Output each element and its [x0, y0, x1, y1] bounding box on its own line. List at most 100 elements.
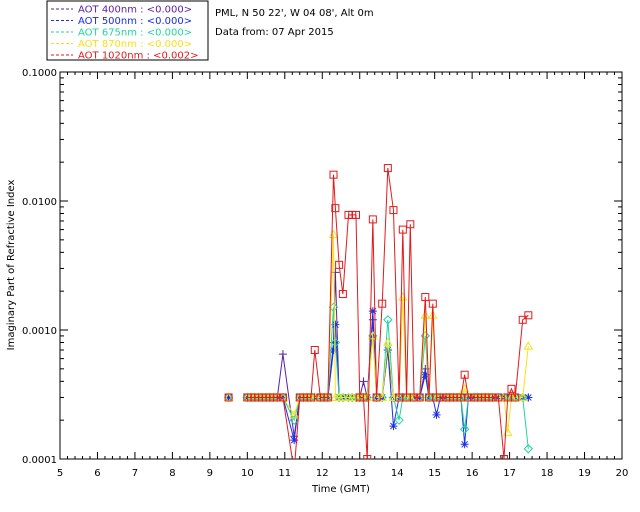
series-line — [247, 307, 529, 449]
x-tick-label: 11 — [278, 468, 291, 479]
data-point — [420, 310, 431, 319]
legend-label: AOT 1020nm : <0.002> — [78, 51, 198, 62]
series-line — [247, 168, 529, 459]
x-tick-label: 8 — [169, 468, 175, 479]
data-point — [460, 370, 469, 379]
data-point — [524, 311, 533, 320]
location-label: PML, N 50 22', W 04 08', Alt 0m — [215, 8, 374, 19]
data-point — [421, 293, 430, 302]
x-tick-label: 19 — [578, 468, 591, 479]
data-point — [517, 392, 528, 401]
data-point — [420, 331, 431, 341]
legend-entry: AOT 500nm : <0.000> — [51, 16, 192, 27]
series-5 — [224, 164, 533, 459]
date-label: Data from: 07 Apr 2015 — [215, 27, 334, 38]
y-axis-title: Imaginary Part of Refractive Index — [6, 180, 17, 351]
data-point — [351, 210, 360, 219]
data-point — [310, 345, 319, 354]
data-point — [224, 393, 233, 402]
data-point — [507, 384, 516, 393]
data-point — [406, 220, 415, 229]
data-point — [368, 215, 377, 224]
data-point — [330, 337, 341, 348]
data-point — [510, 392, 521, 401]
data-point — [518, 392, 528, 403]
data-point — [278, 393, 287, 402]
data-point — [511, 393, 520, 402]
legend-label: AOT 400nm : <0.000> — [78, 5, 192, 16]
y-tick-label: 0.1000 — [22, 68, 57, 79]
data-point — [398, 225, 407, 234]
data-point — [359, 393, 368, 402]
y-tick-label: 0.0001 — [22, 455, 57, 466]
data-point — [421, 370, 430, 379]
x-axis: 5 6 7 8 9 10 11 12 13 14 15 16 17 18 19 20 — [57, 72, 629, 479]
data-point — [383, 345, 392, 354]
data-point — [290, 436, 299, 445]
legend-label: AOT 675nm : <0.000> — [78, 28, 192, 39]
legend-entry: AOT 675nm : <0.000> — [51, 28, 192, 39]
data-point — [424, 392, 434, 401]
x-tick-label: 20 — [616, 468, 629, 479]
x-tick-label: 17 — [503, 468, 516, 479]
data-point — [368, 307, 377, 316]
data-point — [382, 337, 393, 347]
data-point — [397, 292, 408, 301]
data-point — [289, 415, 299, 425]
data-point — [427, 310, 438, 319]
data-point — [328, 229, 339, 238]
legend: AOT 400nm : <0.000>AOT 500nm : <0.000>AO… — [46, 0, 209, 62]
data-point — [331, 204, 340, 213]
data-point — [331, 268, 340, 277]
data-point — [523, 341, 534, 350]
series-4 — [223, 229, 534, 437]
data-point — [307, 393, 316, 402]
data-point — [372, 393, 381, 402]
x-tick-label: 7 — [132, 468, 138, 479]
data-point — [410, 393, 419, 402]
data-point — [389, 206, 398, 215]
legend-entry: AOT 400nm : <0.000> — [51, 5, 192, 16]
y-tick-label: 0.0010 — [22, 326, 57, 337]
data-point — [329, 345, 338, 354]
data-point — [289, 409, 300, 419]
data-point — [371, 392, 382, 401]
data-point — [460, 440, 469, 449]
x-axis-title: Time (GMT) — [311, 484, 370, 495]
data-point — [377, 392, 387, 403]
data-point — [518, 315, 527, 324]
x-tick-label: 5 — [57, 468, 63, 479]
legend-label: AOT 870nm : <0.000> — [78, 39, 192, 50]
data-point — [223, 392, 234, 401]
data-point — [338, 290, 347, 299]
y-axis: 0.0001 0.0010 0.0100 0.1000 — [22, 68, 622, 466]
data-point — [459, 424, 470, 434]
data-point — [383, 315, 393, 325]
data-point — [415, 393, 424, 402]
x-tick-label: 16 — [466, 468, 479, 479]
data-point — [388, 392, 399, 403]
legend-entry: AOT 870nm : <0.000> — [51, 39, 192, 50]
data-point — [524, 393, 533, 402]
data-point — [273, 393, 282, 402]
plot-area — [59, 71, 623, 460]
data-point — [359, 377, 368, 386]
x-tick-label: 10 — [241, 468, 254, 479]
series-line — [247, 311, 529, 445]
data-point — [523, 444, 534, 454]
data-point — [278, 350, 287, 359]
series-1 — [224, 268, 533, 441]
data-point — [329, 170, 338, 179]
data-point — [394, 392, 404, 401]
data-point — [464, 393, 473, 402]
y-tick-label: 0.0100 — [22, 197, 57, 208]
x-tick-label: 6 — [94, 468, 100, 479]
data-point — [383, 164, 392, 173]
data-point — [436, 393, 445, 402]
data-point — [494, 393, 503, 402]
x-tick-label: 15 — [428, 468, 441, 479]
series-layer — [223, 164, 534, 459]
data-point — [428, 299, 437, 308]
data-point — [499, 455, 508, 459]
